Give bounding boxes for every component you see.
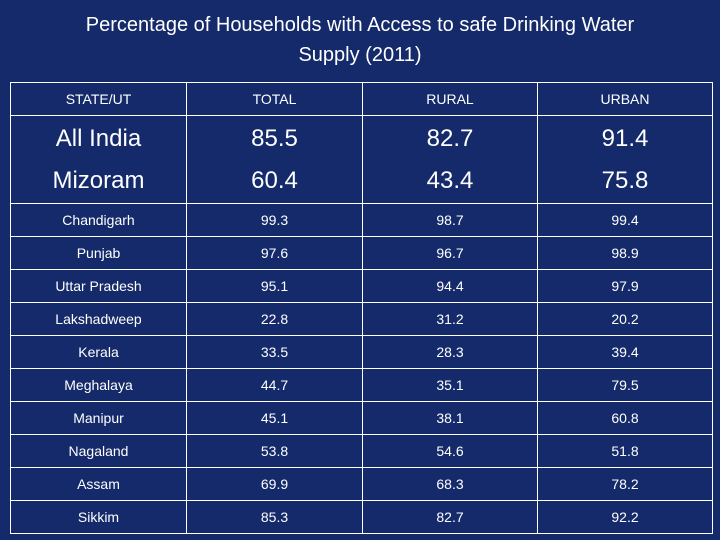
urban-value: 79.5: [537, 368, 713, 402]
total-value: 45.1: [186, 401, 363, 435]
state-name: Uttar Pradesh: [10, 269, 187, 303]
table-row: Sikkim 85.3 82.7 92.2: [10, 500, 713, 534]
total-value: 53.8: [186, 434, 363, 468]
table-row: Uttar Pradesh 95.1 94.4 97.9: [10, 269, 713, 303]
rural-value: 54.6: [362, 434, 538, 468]
state-name: Assam: [10, 467, 187, 501]
header-rural: RURAL: [362, 82, 538, 116]
highlight-row: All India Mizoram 85.5 60.4 82.7 43.4 91…: [10, 115, 713, 204]
urban-value: 91.4: [601, 124, 649, 152]
state-name: Mizoram: [52, 166, 145, 194]
highlight-rural: 82.7 43.4: [362, 115, 538, 204]
state-name: Nagaland: [10, 434, 187, 468]
title-line-1: Percentage of Households with Access to …: [85, 14, 635, 36]
title-line-2: Supply (2011): [298, 44, 422, 66]
highlight-total: 85.5 60.4: [186, 115, 363, 204]
state-name: Meghalaya: [10, 368, 187, 402]
total-value: 22.8: [186, 302, 363, 336]
total-value: 85.3: [186, 500, 363, 534]
total-value: 95.1: [186, 269, 363, 303]
urban-value: 39.4: [537, 335, 713, 369]
rural-value: 96.7: [362, 236, 538, 270]
total-value: 60.4: [251, 166, 298, 194]
urban-value: 20.2: [537, 302, 713, 336]
table-row: Meghalaya 44.7 35.1 79.5: [10, 368, 713, 402]
total-value: 99.3: [186, 203, 363, 237]
total-value: 69.9: [186, 467, 363, 501]
table-row: Chandigarh 99.3 98.7 99.4: [10, 203, 713, 237]
urban-value: 99.4: [537, 203, 713, 237]
rural-value: 43.4: [426, 166, 474, 194]
state-name: Sikkim: [10, 500, 187, 534]
urban-value: 51.8: [537, 434, 713, 468]
table-row: Punjab 97.6 96.7 98.9: [10, 236, 713, 270]
rural-value: 31.2: [362, 302, 538, 336]
total-value: 33.5: [186, 335, 363, 369]
urban-value: 92.2: [537, 500, 713, 534]
header-state: STATE/UT: [10, 82, 187, 116]
rural-value: 68.3: [362, 467, 538, 501]
total-value: 44.7: [186, 368, 363, 402]
rural-value: 94.4: [362, 269, 538, 303]
rural-value: 98.7: [362, 203, 538, 237]
state-name: Punjab: [10, 236, 187, 270]
header-total: TOTAL: [186, 82, 363, 116]
urban-value: 60.8: [537, 401, 713, 435]
table-row: Assam 69.9 68.3 78.2: [10, 467, 713, 501]
highlight-names: All India Mizoram: [10, 115, 187, 204]
table-row: Nagaland 53.8 54.6 51.8: [10, 434, 713, 468]
header-row: STATE/UT TOTAL RURAL URBAN: [10, 82, 713, 116]
urban-value: 78.2: [537, 467, 713, 501]
urban-value: 97.9: [537, 269, 713, 303]
page-title: Percentage of Households with Access to …: [0, 10, 720, 70]
rural-value: 28.3: [362, 335, 538, 369]
rural-value: 82.7: [426, 124, 474, 152]
state-name: Chandigarh: [10, 203, 187, 237]
rural-value: 82.7: [362, 500, 538, 534]
table-row: Lakshadweep 22.8 31.2 20.2: [10, 302, 713, 336]
state-name: Manipur: [10, 401, 187, 435]
state-name: Kerala: [10, 335, 187, 369]
state-name: Lakshadweep: [10, 302, 187, 336]
total-value: 85.5: [251, 124, 298, 152]
header-urban: URBAN: [537, 82, 713, 116]
table-row: Kerala 33.5 28.3 39.4: [10, 335, 713, 369]
rural-value: 38.1: [362, 401, 538, 435]
water-access-table: STATE/UT TOTAL RURAL URBAN All India Miz…: [10, 82, 713, 534]
urban-value: 98.9: [537, 236, 713, 270]
total-value: 97.6: [186, 236, 363, 270]
urban-value: 75.8: [601, 166, 649, 194]
state-name: All India: [55, 124, 142, 152]
highlight-urban: 91.4 75.8: [537, 115, 713, 204]
table-row: Manipur 45.1 38.1 60.8: [10, 401, 713, 435]
rural-value: 35.1: [362, 368, 538, 402]
